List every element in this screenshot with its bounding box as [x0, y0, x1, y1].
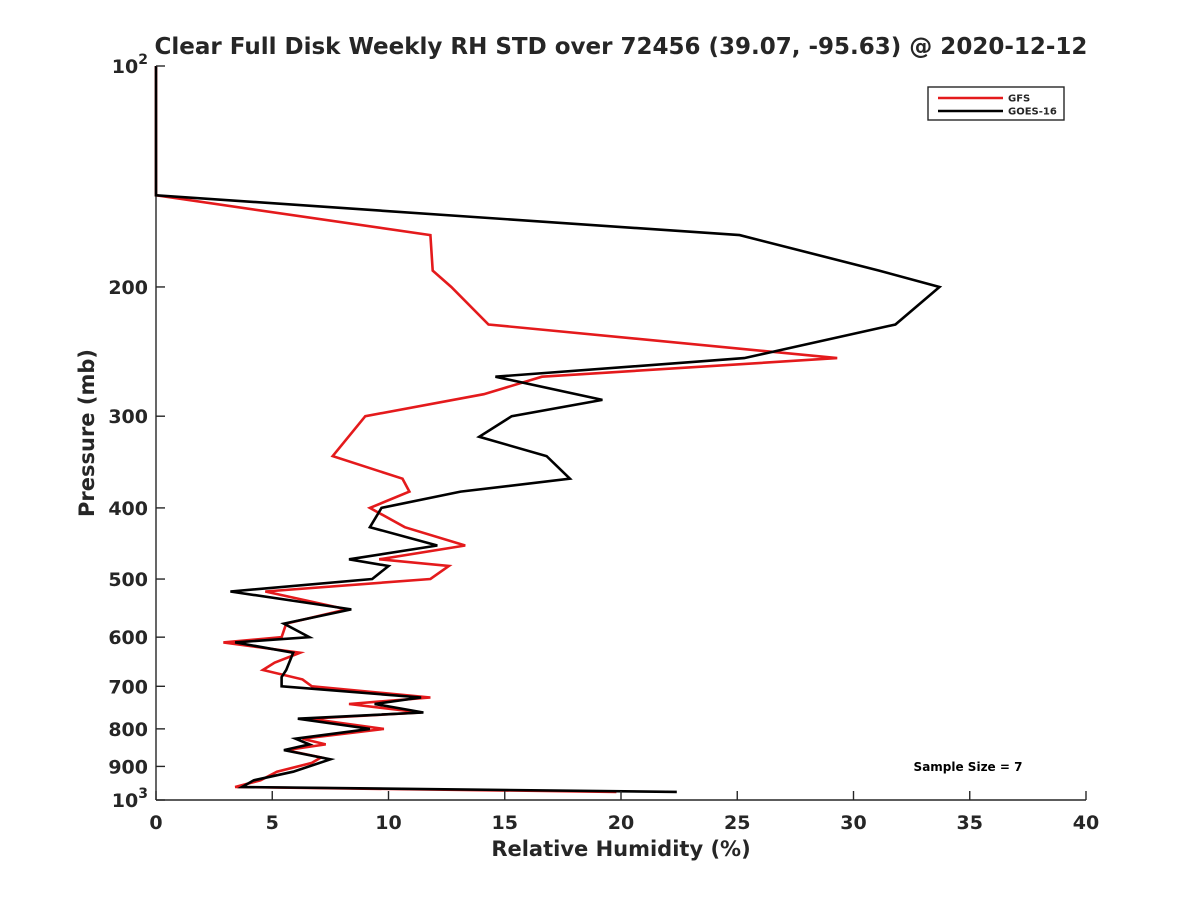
sample-size-annotation: Sample Size = 7: [914, 760, 1023, 774]
y-ticks: 102 200 300 400 500 600 700 800 900 103: [108, 52, 165, 812]
chart-title: Clear Full Disk Weekly RH STD over 72456…: [155, 34, 1088, 60]
y-tick-label: 700: [108, 676, 148, 698]
x-tick-label: 10: [375, 812, 401, 834]
plot-area: 0 5 10 15 20 25 30 35 40 102 200 300 400 500 600 700 80…: [108, 52, 1099, 834]
y-tick-label: 500: [108, 569, 148, 591]
y-tick-label: 800: [108, 719, 148, 741]
y-axis-label: Pressure (mb): [75, 349, 99, 517]
x-tick-label: 30: [840, 812, 866, 834]
x-tick-label: 0: [149, 812, 162, 834]
y-tick-label: 102: [112, 52, 148, 78]
series-group: [154, 66, 943, 794]
y-tick-label: 900: [108, 756, 148, 778]
x-axis-label: Relative Humidity (%): [491, 837, 750, 861]
y-tick-label: 600: [108, 627, 148, 649]
legend-box: [927, 86, 1065, 121]
x-tick-label: 25: [724, 812, 750, 834]
y-tick-label: 103: [112, 786, 148, 812]
series-line-gfs: [154, 66, 838, 794]
y-tick-label: 400: [108, 498, 148, 520]
legend-label-gfs: GFS: [1008, 94, 1030, 105]
legend-label-goes16: GOES-16: [1008, 107, 1057, 118]
y-tick-label: 300: [108, 406, 148, 428]
x-tick-label: 15: [492, 812, 518, 834]
x-tick-label: 40: [1073, 812, 1099, 834]
x-tick-label: 20: [608, 812, 634, 834]
legend: GFS GOES-16: [927, 86, 1065, 121]
x-tick-label: 5: [266, 812, 279, 834]
y-tick-label: 200: [108, 277, 148, 299]
x-tick-label: 35: [957, 812, 983, 834]
x-ticks: 0 5 10 15 20 25 30 35 40: [149, 791, 1099, 834]
series-line-goes16: [154, 66, 943, 794]
